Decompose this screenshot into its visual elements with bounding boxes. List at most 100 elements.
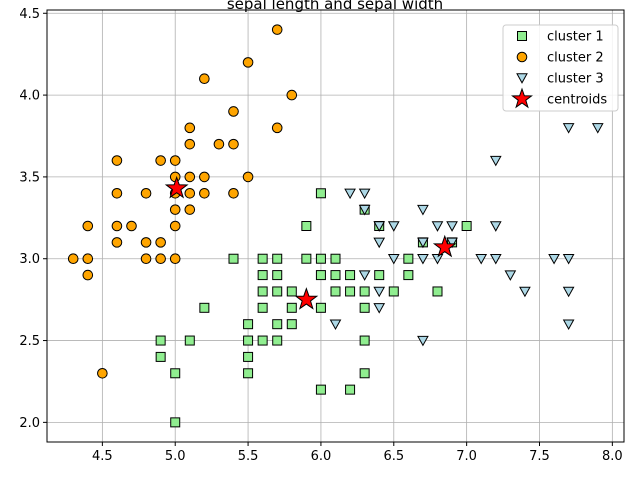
data-point [111, 187, 123, 199]
x-tick-label: 6.0 [311, 449, 332, 464]
data-point [257, 335, 268, 346]
data-point [359, 368, 370, 379]
legend-marker [517, 31, 527, 41]
data-point [184, 204, 196, 215]
data-point [155, 237, 166, 248]
legend-item: cluster 1 [517, 30, 604, 45]
x-tick-label: 5.5 [238, 449, 259, 464]
data-point [155, 155, 166, 166]
data-point [184, 335, 195, 346]
data-point [345, 270, 356, 281]
data-point [562, 319, 575, 331]
data-point [170, 417, 181, 428]
data-point [315, 384, 326, 395]
data-point [359, 335, 370, 346]
data-point [591, 123, 604, 134]
legend-marker [516, 51, 528, 63]
legend-item: cluster 2 [516, 51, 604, 66]
x-tick-label: 7.0 [456, 449, 477, 464]
points-layer [67, 24, 604, 428]
data-point [67, 253, 79, 265]
legend-label: cluster 2 [547, 51, 604, 66]
data-point [403, 253, 414, 264]
data-point [243, 319, 254, 330]
data-point [169, 155, 181, 166]
data-point [330, 270, 341, 281]
data-point [373, 303, 386, 314]
data-point [475, 254, 488, 265]
data-point [170, 368, 181, 379]
data-point [344, 188, 356, 200]
legend-marker [516, 73, 528, 84]
legend-box [502, 24, 619, 112]
data-point [228, 187, 239, 199]
data-point [271, 122, 283, 134]
data-point [330, 286, 341, 297]
data-point [228, 106, 239, 117]
plot-frame [46, 9, 625, 443]
data-point [242, 57, 254, 68]
data-point [417, 254, 429, 265]
series-cluster-1 [155, 188, 472, 428]
data-point [140, 253, 152, 265]
data-point [417, 204, 429, 216]
data-point [286, 319, 297, 330]
data-point [140, 187, 152, 199]
data-point [359, 286, 370, 297]
data-point [489, 155, 502, 167]
data-point [403, 270, 414, 281]
data-point [243, 368, 254, 379]
series-cluster-3 [329, 123, 604, 347]
data-point [315, 253, 326, 264]
y-tick-label: 2.5 [19, 334, 40, 349]
data-point [126, 220, 137, 232]
data-point [548, 254, 560, 265]
x-tick-label: 6.5 [383, 449, 404, 464]
chart-title: sepal length and sepal width [227, 0, 443, 13]
data-point [272, 319, 283, 330]
data-point [228, 138, 239, 150]
data-point [489, 254, 502, 265]
data-point [431, 221, 444, 232]
data-point [272, 270, 283, 281]
y-tick-label: 3.5 [19, 170, 40, 185]
data-point [286, 89, 298, 101]
data-point [489, 221, 502, 232]
data-point [504, 270, 517, 281]
data-point [155, 351, 166, 362]
data-point [432, 286, 443, 297]
data-point [111, 237, 123, 248]
data-point [272, 253, 283, 264]
data-point [199, 171, 210, 183]
data-point [431, 254, 444, 265]
legend: cluster 1 cluster 2 cluster 3 centroids [502, 24, 619, 112]
y-tick-label: 3.0 [19, 252, 40, 267]
data-point [199, 302, 210, 313]
x-tick-label: 5.0 [165, 449, 186, 464]
data-point [417, 237, 429, 249]
data-point [387, 254, 400, 265]
legend-item: cluster 3 [516, 72, 604, 87]
series-cluster-2 [67, 24, 298, 379]
data-point [417, 335, 429, 347]
data-point [329, 319, 342, 331]
data-point [184, 138, 196, 150]
x-tick-label: 4.5 [92, 449, 113, 464]
data-point [358, 188, 371, 200]
data-point [562, 254, 575, 265]
data-point [169, 253, 181, 265]
data-point [315, 302, 326, 313]
data-point [388, 286, 399, 297]
data-point [199, 73, 210, 85]
legend-item: centroids [511, 87, 607, 109]
data-point [446, 237, 458, 249]
y-tick-label: 4.0 [19, 89, 40, 104]
data-point [315, 270, 326, 281]
data-point [111, 220, 123, 232]
data-point [286, 302, 297, 313]
data-point [169, 204, 181, 215]
data-point [562, 286, 575, 298]
data-point [358, 270, 371, 281]
data-point [345, 384, 356, 395]
